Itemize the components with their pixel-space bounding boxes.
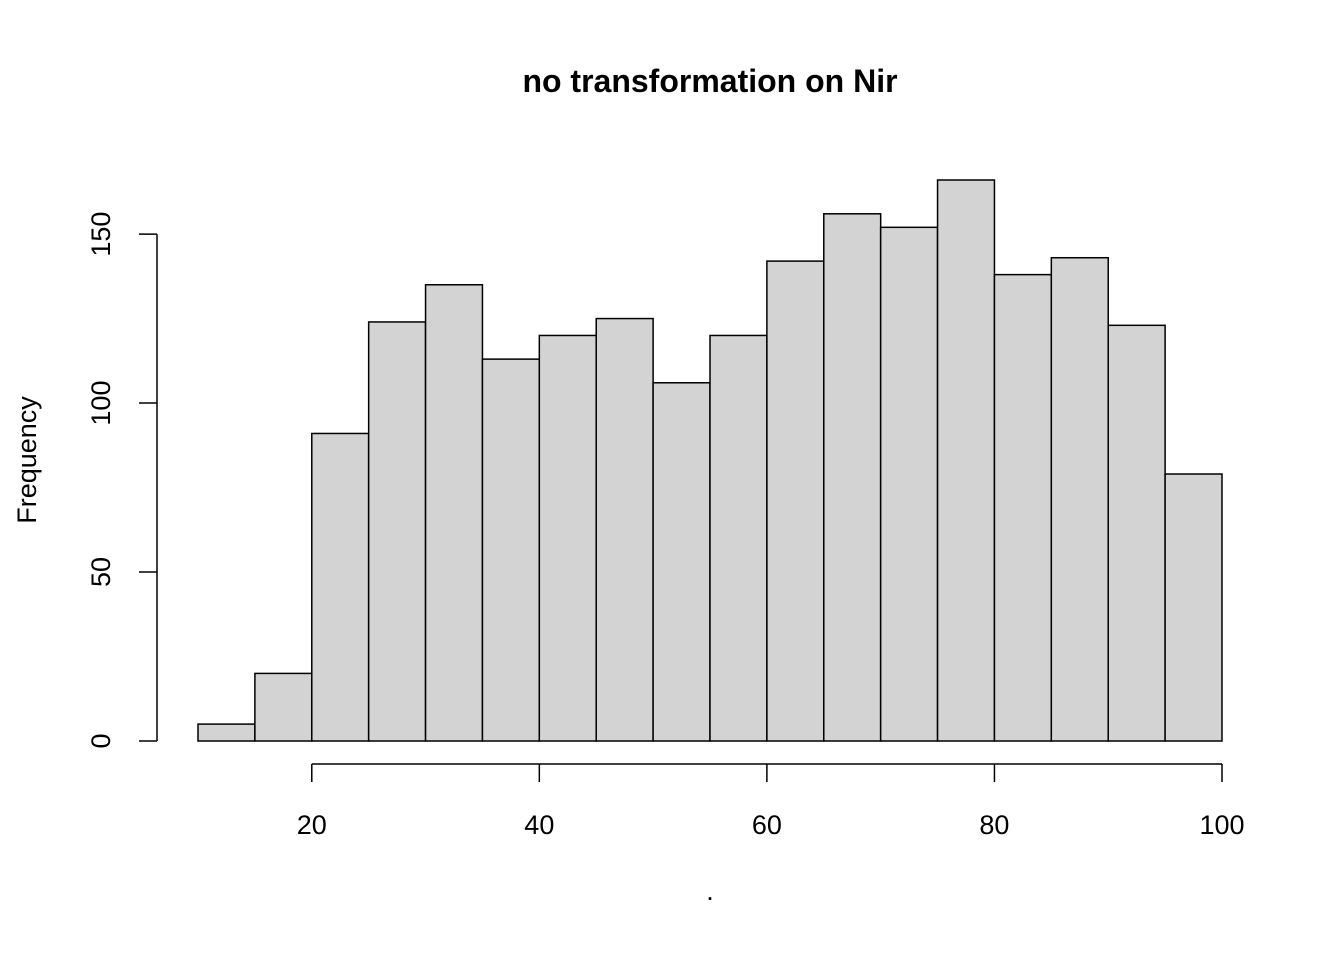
y-tick-label: 0 [86, 733, 116, 748]
bar [424, 284, 484, 742]
y-axis-label: Frequency [12, 396, 42, 524]
x-tick-label: 40 [524, 810, 554, 840]
bar [652, 382, 711, 742]
bar [1107, 324, 1166, 742]
bar [1164, 473, 1223, 742]
bar [1050, 256, 1109, 742]
bar [367, 321, 427, 742]
bar [993, 273, 1053, 742]
bar [254, 672, 313, 742]
x-axis-label: . [706, 876, 714, 906]
bar [595, 317, 654, 742]
bar [936, 179, 996, 742]
bar [538, 334, 597, 742]
bar [709, 334, 768, 742]
bar [481, 358, 541, 742]
bar [311, 432, 370, 742]
y-tick-label: 50 [86, 557, 116, 587]
bar [197, 723, 256, 742]
x-tick-label: 80 [979, 810, 1009, 840]
x-tick-label: 100 [1199, 810, 1244, 840]
chart-title: no transformation on Nir [522, 63, 897, 99]
y-tick-label: 100 [86, 381, 116, 426]
x-tick-label: 60 [752, 810, 782, 840]
bar [879, 226, 939, 742]
bar [823, 213, 882, 742]
bar [766, 260, 825, 742]
x-tick-label: 20 [297, 810, 327, 840]
y-tick-label: 150 [86, 212, 116, 257]
